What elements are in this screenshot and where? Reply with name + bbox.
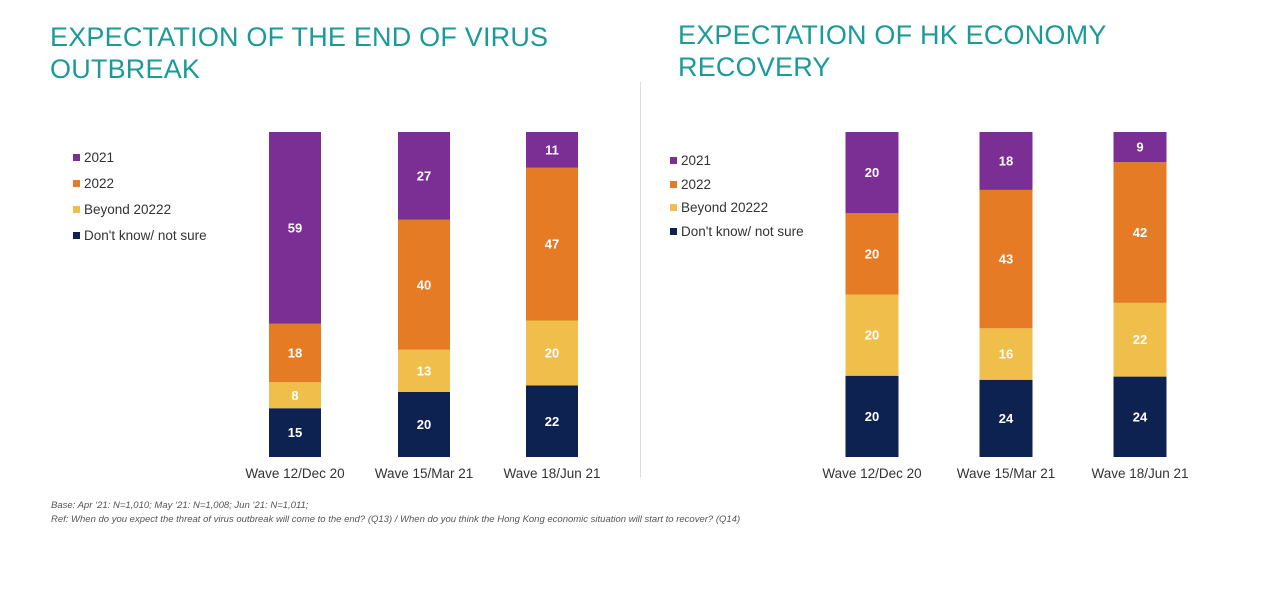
legend-item-dont-know: Don't know/ not sure [670,220,804,244]
stacked-bar-chart-economy-recovery: 20 20 20 20 Wave 12/Dec 20 24 16 43 18 Wave 15/Ma… [822,132,1189,481]
legend-swatch [73,231,80,239]
legend-label: Beyond 20222 [681,200,769,216]
legend-swatch [73,179,80,187]
bar-value-label: 11 [545,142,559,157]
stacked-bar-chart-virus-end: 15 8 18 59 Wave 12/Dec 20 20 13 40 27 Wave 15/Mar… [245,132,601,481]
bar-segment-beyond-20222-2 [1113,302,1167,377]
bar-value-label: 24 [1133,409,1148,424]
legend-economy-recovery: 2021 2022 Beyond 20222 Don't know/ not s… [670,149,804,243]
legend-item-2022: 2022 [73,170,207,196]
bar-value-label: 27 [417,168,431,183]
bar-segment-don-t-know-not-sure-1 [398,392,450,457]
bar-segment-2021-1 [398,132,450,220]
bar-segment-2022-0 [845,213,899,295]
legend-virus-end: 2021 2022 Beyond 20222 Don't know/ not s… [73,144,207,248]
bar-segment-don-t-know-not-sure-0 [845,375,899,457]
bar-value-label: 9 [1136,140,1143,155]
legend-label: Beyond 20222 [84,201,172,217]
bar-value-label: 22 [1133,332,1147,347]
bar-value-label: 20 [417,417,431,432]
chart-title-economy-recovery: EXPECTATION OF HK ECONOMY RECOVERY [678,20,1107,82]
legend-item-2022: 2022 [670,173,804,197]
bar-value-label: 47 [545,237,559,252]
bar-segment-2021-1 [979,132,1033,190]
bar-value-label: 20 [865,246,879,261]
x-tick-label: Wave 18/Jun 21 [1091,466,1188,481]
legend-swatch [670,180,677,188]
bar-segment-don-t-know-not-sure-2 [526,385,578,457]
bar-segment-2021-2 [1113,132,1167,163]
bar-segment-beyond-20222-0 [845,294,899,376]
bar-value-label: 20 [865,409,879,424]
bar-segment-2021-0 [845,132,899,214]
bar-value-label: 18 [999,153,1013,168]
legend-item-2021: 2021 [73,144,207,170]
bar-value-label: 13 [417,363,431,378]
bar-segment-2022-2 [1113,162,1167,303]
bar-value-label: 20 [865,165,879,180]
legend-swatch [73,153,80,161]
legend-item-beyond: Beyond 20222 [670,196,804,220]
bar-value-label: 43 [999,252,1013,267]
bar-segment-don-t-know-not-sure-0 [269,408,321,457]
legend-swatch [670,227,677,235]
legend-swatch [670,157,677,165]
x-tick-label: Wave 12/Dec 20 [245,466,344,481]
bar-segment-2022-2 [526,167,578,321]
bar-value-label: 20 [865,328,879,343]
bar-value-label: 15 [288,425,302,440]
bar-segment-beyond-20222-2 [526,320,578,386]
bar-segment-2021-2 [526,132,578,168]
legend-item-dont-know: Don't know/ not sure [73,222,207,248]
bar-value-label: 59 [288,220,302,235]
bar-value-label: 16 [999,347,1013,362]
panel-divider [640,82,641,477]
legend-item-beyond: Beyond 20222 [73,196,207,222]
ref-footnote: Ref: When do you expect the threat of vi… [51,514,741,525]
legend-label: 2021 [681,153,712,169]
bar-segment-don-t-know-not-sure-2 [1113,376,1167,457]
bar-value-label: 24 [999,411,1014,426]
bar-value-label: 42 [1133,225,1147,240]
bar-value-label: 20 [545,346,559,361]
legend-swatch [73,205,80,213]
bar-segment-2021-0 [269,132,321,324]
bar-segment-beyond-20222-0 [269,382,321,409]
bar-segment-don-t-know-not-sure-1 [979,379,1033,457]
x-tick-label: Wave 12/Dec 20 [822,466,921,481]
legend-label: 2022 [681,176,712,192]
chart-title-virus-end: EXPECTATION OF THE END OF VIRUS OUTBREAK [50,22,549,84]
bar-segment-2022-1 [398,219,450,350]
bar-segment-beyond-20222-1 [979,328,1033,380]
bar-segment-beyond-20222-1 [398,349,450,392]
x-tick-label: Wave 15/Mar 21 [957,466,1056,481]
bar-segment-2022-0 [269,323,321,383]
legend-item-2021: 2021 [670,149,804,173]
legend-label: 2021 [84,149,115,165]
base-footnote: Base: Apr ‘21: N=1,010; May ‘21: N=1,008… [51,500,309,511]
bar-value-label: 40 [417,277,431,292]
x-tick-label: Wave 15/Mar 21 [375,466,474,481]
legend-label: Don't know/ not sure [84,227,207,243]
bar-segment-2022-1 [979,189,1033,329]
bar-value-label: 18 [288,346,302,361]
bar-value-label: 22 [545,414,559,429]
bar-value-label: 8 [291,388,298,403]
x-tick-label: Wave 18/Jun 21 [503,466,600,481]
legend-label: Don't know/ not sure [681,223,804,239]
legend-swatch [670,204,677,212]
legend-label: 2022 [84,175,115,191]
